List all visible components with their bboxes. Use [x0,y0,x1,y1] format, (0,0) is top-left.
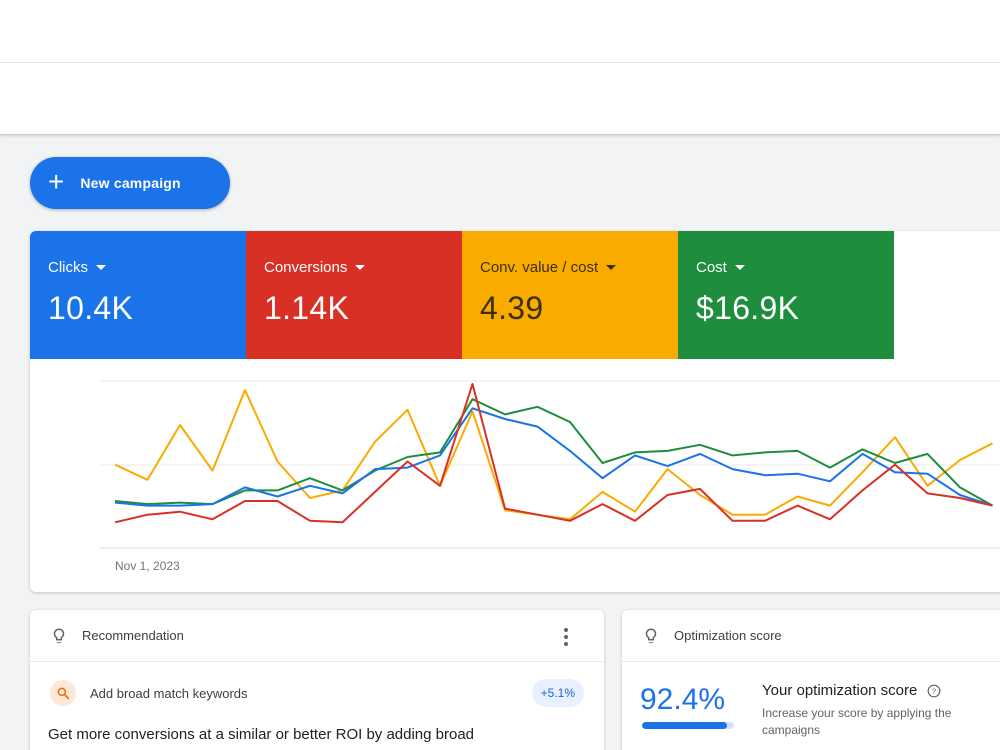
search-icon [50,680,76,706]
recommendation-title: Add broad match keywords [90,685,248,701]
top-bar-divider [0,62,1000,63]
series-line-cost [114,398,993,507]
optimization-score-bar-fill [642,722,727,729]
performance-line-chart: Nov 1, 2023 [100,380,1000,573]
recommendation-description: Get more conversions at a similar or bet… [48,726,475,743]
svg-text:?: ? [932,686,936,695]
dropdown-caret-icon[interactable] [355,265,366,270]
top-app-bar [0,0,1000,135]
optimization-title: Your optimization score ? [762,682,941,699]
uplift-badge: +5.1% [531,679,584,707]
lightbulb-icon [53,628,65,643]
optimization-card-header: Optimization score [622,610,1000,662]
new-campaign-button[interactable]: + New campaign [30,157,230,209]
dropdown-caret-icon[interactable] [734,265,745,270]
optimization-score-value: 92.4% [640,683,726,716]
optimization-score-bar [642,722,734,729]
performance-chart-card: Clicks 10.4K Conversions 1.14K Conv. val… [30,231,1000,592]
optimization-score-card: Optimization score 92.4% Your optimizati… [622,610,1000,750]
metric-value: $16.9K [696,290,800,326]
metric-tile-conv-value-cost[interactable]: Conv. value / cost 4.39 [462,231,678,359]
metric-tile-cost[interactable]: Cost $16.9K [678,231,894,359]
metric-value: 1.14K [264,290,350,326]
dropdown-caret-icon[interactable] [96,265,106,270]
metric-value: 4.39 [480,290,544,326]
metric-label: Conversions [264,259,348,276]
recommendation-card-header: Recommendation [30,610,604,662]
more-options-icon[interactable] [558,626,574,648]
recommendation-card: Recommendation Add broad match keywords … [30,610,604,750]
help-icon[interactable]: ? [927,684,941,698]
recommendation-item[interactable]: Add broad match keywords [50,680,248,706]
series-line-clicks [114,407,993,507]
recommendation-card-title: Recommendation [82,628,184,643]
chart-series-layer [114,383,993,524]
metric-tile-clicks[interactable]: Clicks 10.4K [30,231,246,359]
plus-icon: + [48,165,65,197]
series-line-conversions [114,383,993,524]
metric-label: Clicks [48,259,88,276]
optimization-title-text: Your optimization score [762,682,918,699]
optimization-card-title: Optimization score [674,628,782,643]
optimization-subtitle: Increase your score by applying the camp… [762,706,952,738]
metric-tile-conversions[interactable]: Conversions 1.14K [246,231,462,359]
x-axis-start-label: Nov 1, 2023 [115,559,180,573]
metric-value: 10.4K [48,290,134,326]
dropdown-caret-icon[interactable] [606,265,617,270]
metric-label: Conv. value / cost [480,259,599,276]
new-campaign-label: New campaign [80,175,181,191]
metric-tiles: Clicks 10.4K Conversions 1.14K Conv. val… [30,231,894,359]
metric-label: Cost [696,259,727,276]
lightbulb-icon [645,628,657,643]
